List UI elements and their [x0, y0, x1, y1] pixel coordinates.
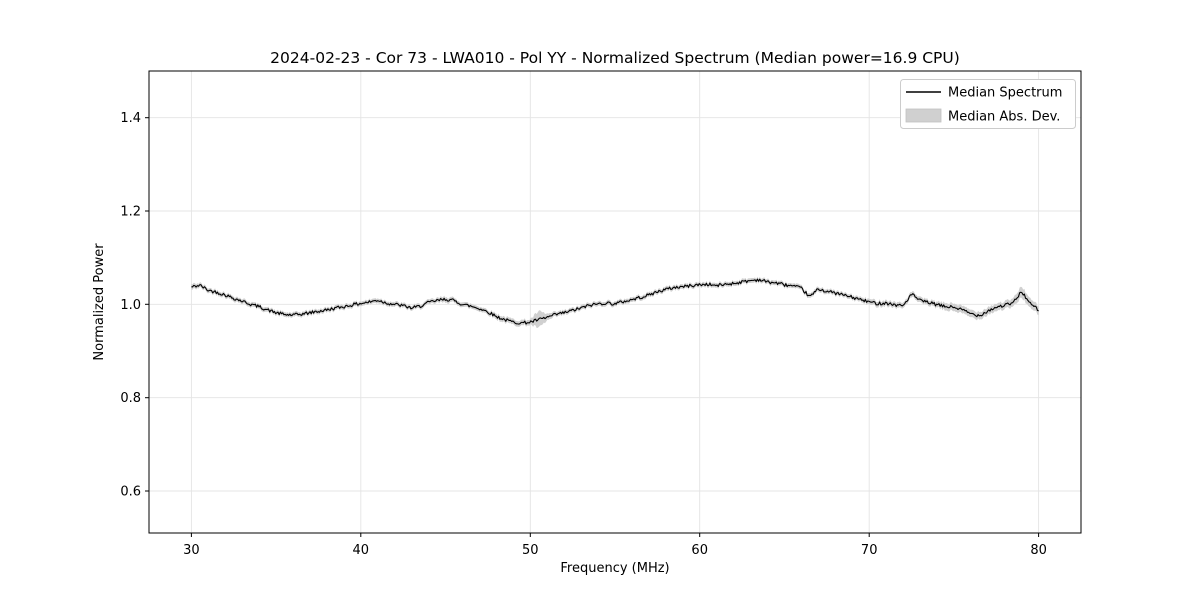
spectrum-line	[191, 278, 1039, 325]
y-tick-label: 1.0	[120, 298, 141, 313]
legend-label-median-abs-dev: Median Abs. Dev.	[948, 110, 1060, 125]
data-layer	[191, 276, 1039, 329]
mad-band	[191, 276, 1039, 329]
x-tick-label: 50	[522, 543, 539, 558]
x-tick-label: 30	[183, 543, 200, 558]
chart-title: 2024-02-23 - Cor 73 - LWA010 - Pol YY - …	[270, 49, 960, 67]
legend-patch-sample	[905, 108, 942, 123]
legend: Median Spectrum Median Abs. Dev.	[900, 79, 1076, 129]
legend-item-median-abs-dev: Median Abs. Dev.	[905, 108, 1060, 125]
x-tick-label: 60	[691, 543, 708, 558]
legend-item-median-spectrum: Median Spectrum	[906, 86, 1062, 101]
x-tick-label: 80	[1030, 543, 1047, 558]
x-axis-label: Frequency (MHz)	[560, 561, 669, 576]
tick-marks-and-labels: 30 40 50 60 70 80 0.6 0.8 1.0 1.2 1.4	[120, 111, 1047, 558]
y-axis-label: Normalized Power	[92, 243, 107, 361]
legend-box	[900, 79, 1076, 129]
y-tick-label: 1.2	[120, 205, 141, 220]
plot-area-frame	[148, 70, 1082, 534]
x-tick-label: 40	[353, 543, 370, 558]
legend-label-median-spectrum: Median Spectrum	[948, 86, 1062, 101]
y-tick-label: 0.8	[120, 391, 141, 406]
y-tick-label: 0.6	[120, 485, 141, 500]
y-tick-label: 1.4	[120, 111, 141, 126]
x-tick-label: 70	[861, 543, 878, 558]
